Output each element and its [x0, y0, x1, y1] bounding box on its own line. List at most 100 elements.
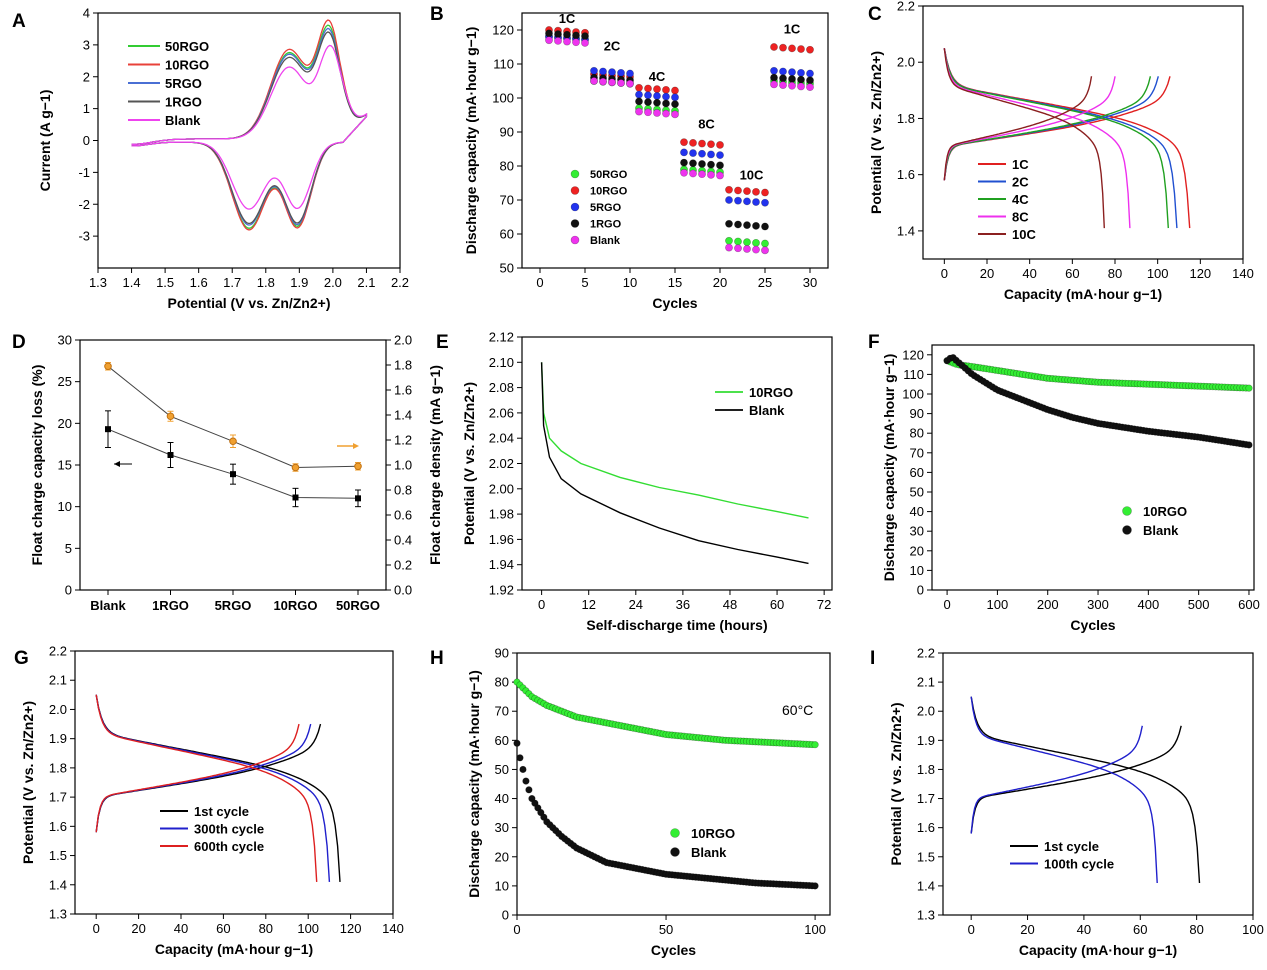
- data-point: [525, 786, 533, 794]
- y-tick-label: 60: [910, 465, 924, 480]
- y-tick-label: 0: [65, 583, 72, 598]
- data-point: [734, 220, 742, 229]
- legend-label: 100th cycle: [1044, 857, 1114, 872]
- y-tick-label: 2.06: [489, 405, 514, 420]
- data-point: [617, 68, 625, 77]
- annotation: 60°C: [782, 702, 813, 718]
- panel-letter: F: [868, 332, 880, 353]
- y-tick-label: 2.10: [489, 355, 514, 370]
- discharge-curve: [943, 48, 1169, 229]
- legend-marker: [1122, 525, 1132, 535]
- data-point: [653, 98, 661, 107]
- y2-tick-label: 1.0: [394, 458, 412, 473]
- data-point: [680, 158, 688, 167]
- legend-label: 1st cycle: [1044, 839, 1099, 854]
- data-point: [635, 97, 643, 106]
- data-point: [229, 437, 237, 446]
- data-point: [761, 239, 769, 248]
- y-tick-label: 2: [83, 69, 90, 84]
- data-point: [752, 198, 760, 206]
- x-tick-label: 20: [713, 275, 727, 290]
- legend-marker: [1122, 506, 1132, 516]
- panel-g: 0 20 40 60 80 100 120 140 1.3 1.4 1.5 1.6 1.7 1.8 1.9 2…: [14, 644, 404, 958]
- data-point: [752, 187, 760, 196]
- x-tick-label: 140: [1232, 266, 1254, 281]
- panel-letter: I: [870, 648, 875, 669]
- y-tick-label: 1.6: [897, 167, 915, 182]
- data-point: [725, 243, 733, 252]
- data-point: [104, 362, 112, 371]
- x-tick-label: 25: [758, 275, 772, 290]
- data-point: [689, 149, 697, 157]
- y-tick-label: 50: [500, 261, 514, 276]
- plot-frame: [922, 5, 1244, 260]
- data-point: [590, 77, 598, 85]
- data-point: [662, 85, 670, 94]
- x-tick-label: 0: [93, 921, 100, 936]
- data-point: [644, 98, 652, 106]
- x-tick-label: 5: [581, 275, 588, 290]
- rate-label: 10C: [740, 168, 764, 183]
- y2-tick-label: 1.2: [394, 433, 412, 448]
- legend-label: 10RGO: [165, 58, 209, 73]
- data-point: [797, 82, 805, 91]
- panel-letter: H: [430, 648, 444, 669]
- y-axis-label: Discharge capacity (mA·hour g−1): [463, 27, 479, 255]
- data-point: [608, 68, 616, 77]
- data-point: [599, 77, 607, 86]
- data-point: [752, 221, 760, 230]
- data-point: [292, 494, 299, 501]
- x-tick-label: 60: [216, 921, 230, 936]
- data-point: [590, 66, 598, 75]
- y-tick-label: 1.9: [917, 733, 935, 748]
- data-point: [617, 79, 625, 87]
- charge-curve: [970, 725, 1143, 834]
- discharge-curve: [970, 696, 1201, 884]
- data-point: [635, 90, 643, 99]
- legend-label: 50RGO: [590, 169, 628, 181]
- data-point: [734, 237, 742, 246]
- data-point: [644, 84, 652, 93]
- data-point: [761, 222, 769, 231]
- y-tick-label: 50: [910, 485, 924, 500]
- data-point: [716, 151, 724, 160]
- legend-marker: [670, 828, 680, 838]
- x-tick-label: 100: [804, 922, 826, 937]
- y-tick-label: 100: [492, 91, 514, 106]
- panel-letter: B: [430, 4, 444, 25]
- data-point: [734, 186, 742, 195]
- y-tick-label: 30: [495, 820, 509, 835]
- data-point: [698, 170, 706, 179]
- charge-curve: [943, 76, 1093, 181]
- x-tick-label: 12: [581, 597, 595, 612]
- legend-label: 10RGO: [749, 385, 793, 400]
- legend-label: 50RGO: [165, 39, 209, 54]
- data-point: [743, 197, 751, 206]
- y-tick-label: 1.7: [917, 791, 935, 806]
- data-point: [716, 141, 724, 149]
- x-tick-label: 80: [1108, 266, 1122, 281]
- x-axis-label: Potential (V vs. Zn/Zn2+): [168, 295, 331, 311]
- data-point: [563, 30, 571, 39]
- panel-letter: G: [14, 648, 29, 669]
- y2-axis-label: Float charge density (mA g−1): [427, 365, 443, 565]
- legend-marker: [570, 169, 580, 179]
- data-point: [698, 139, 706, 148]
- y2-tick-label: 0.4: [394, 533, 412, 548]
- x-tick-label: 400: [1137, 597, 1159, 612]
- x-axis-label: Capacity (mA·hour g−1): [1004, 286, 1162, 302]
- data-point: [734, 196, 742, 205]
- y-tick-label: 1.5: [917, 849, 935, 864]
- data-point: [1245, 441, 1253, 449]
- panel-a: 1.3 1.4 1.5 1.6 1.7 1.8 1.9 2.0 2.1 2.2 -3 -2 -1 0 1 2 3…: [12, 6, 409, 312]
- data-point: [671, 86, 679, 95]
- legend-label: 1C: [1012, 157, 1029, 172]
- arrow-head: [353, 443, 359, 449]
- y-tick-label: 3: [83, 37, 90, 52]
- x-tick-label: 15: [668, 275, 682, 290]
- y-tick-label: 1.6: [49, 819, 67, 834]
- x-category-label: Blank: [90, 598, 126, 613]
- y-tick-label: 1: [83, 101, 90, 116]
- y2-tick-label: 1.6: [394, 383, 412, 398]
